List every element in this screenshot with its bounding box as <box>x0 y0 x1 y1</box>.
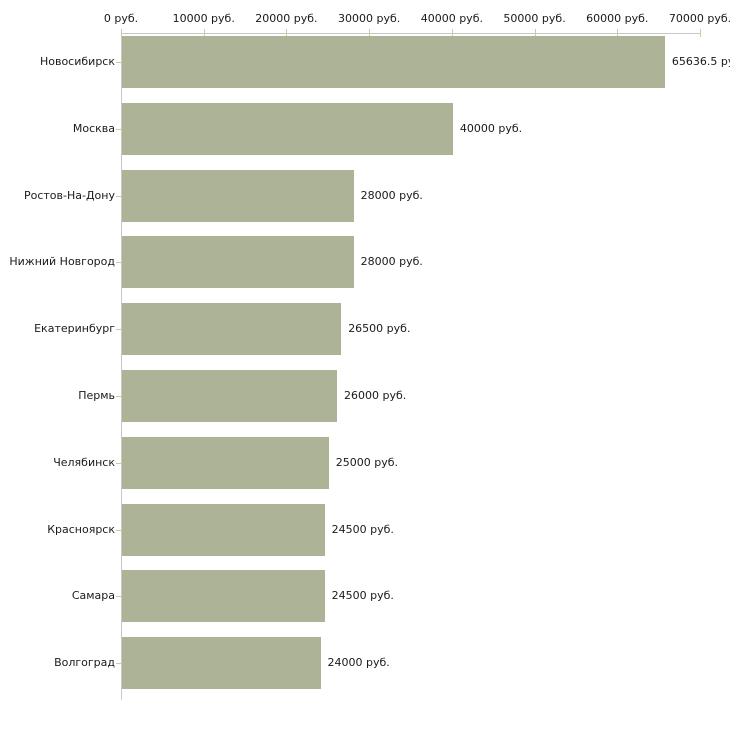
y-axis-tick-mark <box>116 396 121 397</box>
y-axis-line <box>121 33 122 700</box>
bar-4 <box>122 303 342 356</box>
y-axis-tick-mark <box>116 530 121 531</box>
category-label: Красноярск <box>47 522 115 536</box>
category-label: Самара <box>71 589 115 603</box>
y-axis-tick-mark <box>116 596 121 597</box>
y-axis-tick-mark <box>116 62 121 63</box>
y-axis-tick-mark <box>116 262 121 263</box>
x-axis-tick-label: 50000 руб. <box>503 12 566 25</box>
x-axis-tick-label: 60000 руб. <box>586 12 649 25</box>
x-axis-tick-mark <box>617 29 619 37</box>
category-label: Нижний Новгород <box>9 255 115 269</box>
y-axis-tick-mark <box>116 329 121 330</box>
x-axis-tick-mark <box>451 29 453 37</box>
category-label: Ростов-На-Дону <box>23 188 115 202</box>
y-axis-tick-mark <box>116 196 121 197</box>
bar-9 <box>122 637 321 690</box>
x-axis-line <box>121 33 700 34</box>
x-axis-tick-mark <box>534 29 536 37</box>
value-label: 65636.5 руб. <box>671 55 730 68</box>
x-axis-tick-mark <box>121 29 122 37</box>
category-label: Пермь <box>78 389 115 402</box>
bar-0 <box>122 36 665 88</box>
category-label: Новосибирск <box>39 55 115 68</box>
value-label: 24000 руб. <box>327 656 390 670</box>
value-label: 25000 руб. <box>335 455 399 469</box>
category-label: Москва <box>72 121 115 135</box>
bar-2 <box>122 169 354 222</box>
bar-7 <box>122 503 325 556</box>
x-axis-tick-mark <box>286 29 288 37</box>
x-axis-tick-label: 20000 руб. <box>255 12 318 25</box>
value-label: 28000 руб. <box>360 188 423 202</box>
bar-5 <box>122 370 338 422</box>
x-axis-tick-mark <box>203 29 205 37</box>
category-label: Челябинск <box>53 455 115 469</box>
bar-1 <box>122 102 453 155</box>
value-label: 26000 руб. <box>344 389 407 402</box>
bar-3 <box>122 236 354 289</box>
x-axis-tick-label: 40000 руб. <box>420 12 483 25</box>
value-label: 40000 руб. <box>459 121 523 135</box>
y-axis-tick-mark <box>116 463 121 464</box>
x-axis-tick-label: 70000 руб. <box>668 12 730 25</box>
category-label: Волгоград <box>54 656 115 670</box>
value-label: 24500 руб. <box>331 589 394 603</box>
x-axis-tick-label: 30000 руб. <box>338 12 401 25</box>
y-axis-tick-mark <box>116 129 121 130</box>
bar-8 <box>122 570 325 623</box>
bar-6 <box>122 436 329 489</box>
x-axis-tick-label: 0 руб. <box>103 12 139 25</box>
value-label: 28000 руб. <box>360 255 423 269</box>
value-label: 26500 руб. <box>348 322 411 336</box>
x-axis-tick-mark <box>369 29 371 37</box>
y-axis-tick-mark <box>116 663 121 664</box>
x-axis-tick-mark <box>700 29 701 37</box>
value-label: 24500 руб. <box>331 522 394 536</box>
category-label: Екатеринбург <box>34 322 115 336</box>
x-axis-tick-label: 10000 руб. <box>172 12 235 25</box>
